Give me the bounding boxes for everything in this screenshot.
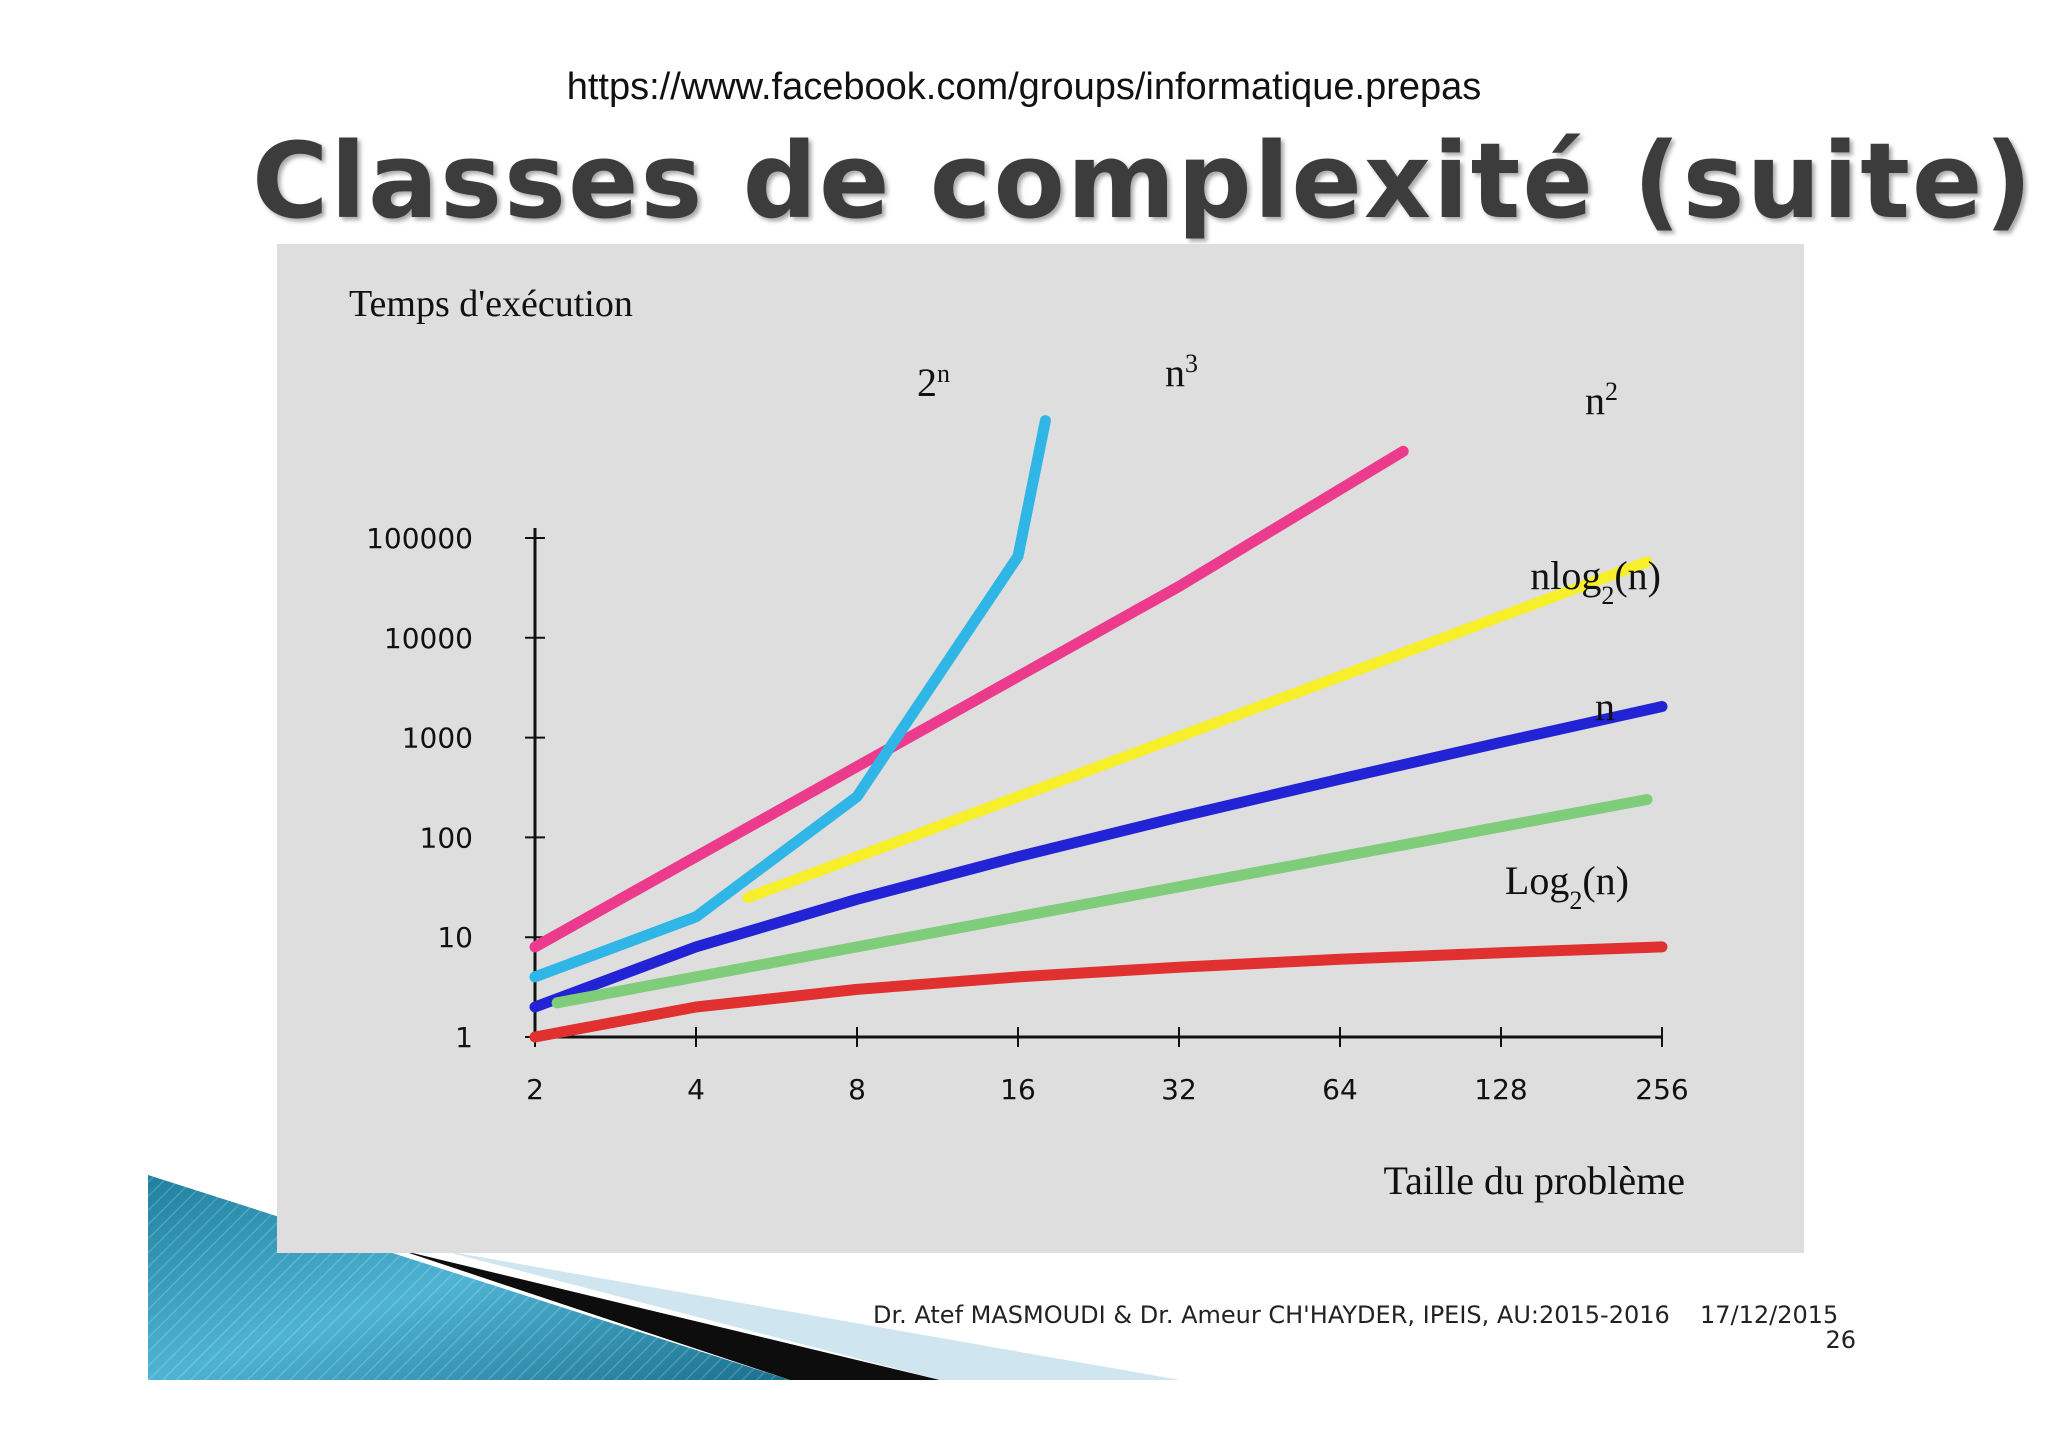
x-tick-label: 128 (1474, 1073, 1527, 1106)
x-axis-title: Taille du problème (1383, 1158, 1685, 1203)
y-tick-label: 1000 (402, 722, 473, 755)
source-url: https://www.facebook.com/groups/informat… (566, 66, 1482, 108)
y-tick-label: 100 (420, 821, 473, 854)
chart-panel: 1 10 100 1000 10000 100000 2 4 8 16 32 64 128 256 Temp… (277, 244, 1804, 1253)
series-label: nlog2(n) (1530, 553, 1661, 610)
series-label: n (1595, 684, 1615, 729)
series-label: n2 (1585, 377, 1618, 424)
x-tick-label: 2 (526, 1073, 544, 1106)
series-label: n3 (1165, 349, 1198, 396)
black-wedge (400, 1250, 940, 1380)
x-tick-label: 32 (1161, 1073, 1197, 1106)
lightblue-wedge (440, 1250, 1180, 1380)
x-tick-label: 256 (1635, 1073, 1688, 1106)
series-line (529, 445, 1409, 953)
y-tick-label: 100000 (366, 522, 473, 555)
y-axis-title: Temps d'exécution (349, 283, 633, 325)
y-tick-label: 10 (437, 921, 473, 954)
x-tick-label: 64 (1322, 1073, 1358, 1106)
series-line (742, 556, 1653, 903)
footer-date: 17/12/2015 (1700, 1301, 1839, 1329)
y-tick-label: 1 (455, 1021, 473, 1054)
x-tick-label: 8 (848, 1073, 866, 1106)
y-tick-label: 10000 (384, 622, 473, 655)
footer-authors: Dr. Atef MASMOUDI & Dr. Ameur CH'HAYDER,… (873, 1301, 1670, 1329)
page-number: 26 (1825, 1326, 1856, 1354)
complexity-chart: 1 10 100 1000 10000 100000 2 4 8 16 32 64 128 256 Temp… (349, 283, 1689, 1203)
x-tick-label: 4 (687, 1073, 705, 1106)
series-line (529, 941, 1668, 1043)
series-line (529, 415, 1051, 983)
series-label: Log2(n) (1505, 858, 1629, 915)
series-line (551, 794, 1653, 1009)
series-label: 2n (917, 359, 950, 406)
x-tick-label: 16 (1000, 1073, 1036, 1106)
slide-title: Classes de complexité (suite) (252, 120, 2034, 242)
series-line (529, 701, 1668, 1013)
